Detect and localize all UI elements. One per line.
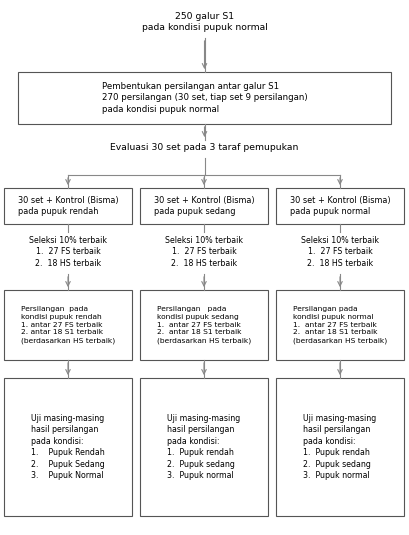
Text: Pembentukan persilangan antar galur S1
270 persilangan (30 set, tiap set 9 persi: Pembentukan persilangan antar galur S1 2… <box>102 82 307 114</box>
Text: Persilangan   pada
kondisi pupuk sedang
1.  antar 27 FS terbaik
2.  antar 18 S1 : Persilangan pada kondisi pupuk sedang 1.… <box>157 306 251 344</box>
Bar <box>140 188 268 224</box>
Text: Uji masing-masing
hasil persilangan
pada kondisi:
1.  Pupuk rendah
2.  Pupuk sed: Uji masing-masing hasil persilangan pada… <box>167 414 240 480</box>
Text: Seleksi 10% terbaik
1.  27 FS terbaik
2.  18 HS terbaik: Seleksi 10% terbaik 1. 27 FS terbaik 2. … <box>301 236 379 268</box>
Text: Uji masing-masing
hasil persilangan
pada kondisi:
1.    Pupuk Rendah
2.    Pupuk: Uji masing-masing hasil persilangan pada… <box>31 414 105 480</box>
Text: 30 set + Kontrol (Bisma)
pada pupuk sedang: 30 set + Kontrol (Bisma) pada pupuk seda… <box>154 196 254 216</box>
Bar <box>276 378 404 516</box>
Bar <box>276 290 404 360</box>
Bar <box>140 378 268 516</box>
Text: Uji masing-masing
hasil persilangan
pada kondisi:
1.  Pupuk rendah
2.  Pupuk sed: Uji masing-masing hasil persilangan pada… <box>303 414 377 480</box>
Text: Evaluasi 30 set pada 3 taraf pemupukan: Evaluasi 30 set pada 3 taraf pemupukan <box>110 143 299 152</box>
Text: Seleksi 10% terbaik
1.  27 FS terbaik
2.  18 HS terbaik: Seleksi 10% terbaik 1. 27 FS terbaik 2. … <box>165 236 243 268</box>
Bar <box>4 290 132 360</box>
Bar <box>276 188 404 224</box>
Text: 250 galur S1
pada kondisi pupuk normal: 250 galur S1 pada kondisi pupuk normal <box>142 12 267 32</box>
Bar <box>18 72 391 124</box>
Bar <box>4 188 132 224</box>
Text: Seleksi 10% terbaik
1.  27 FS terbaik
2.  18 HS terbaik: Seleksi 10% terbaik 1. 27 FS terbaik 2. … <box>29 236 107 268</box>
Text: Persilangan pada
kondisi pupuk normal
1.  antar 27 FS terbaik
2.  antar 18 S1 te: Persilangan pada kondisi pupuk normal 1.… <box>293 306 387 344</box>
Bar <box>4 378 132 516</box>
Text: 30 set + Kontrol (Bisma)
pada pupuk rendah: 30 set + Kontrol (Bisma) pada pupuk rend… <box>18 196 118 216</box>
Text: 30 set + Kontrol (Bisma)
pada pupuk normal: 30 set + Kontrol (Bisma) pada pupuk norm… <box>290 196 390 216</box>
Text: Persilangan  pada
kondisi pupuk rendah
1. antar 27 FS terbaik
2. antar 18 S1 ter: Persilangan pada kondisi pupuk rendah 1.… <box>21 306 115 344</box>
Bar <box>140 290 268 360</box>
